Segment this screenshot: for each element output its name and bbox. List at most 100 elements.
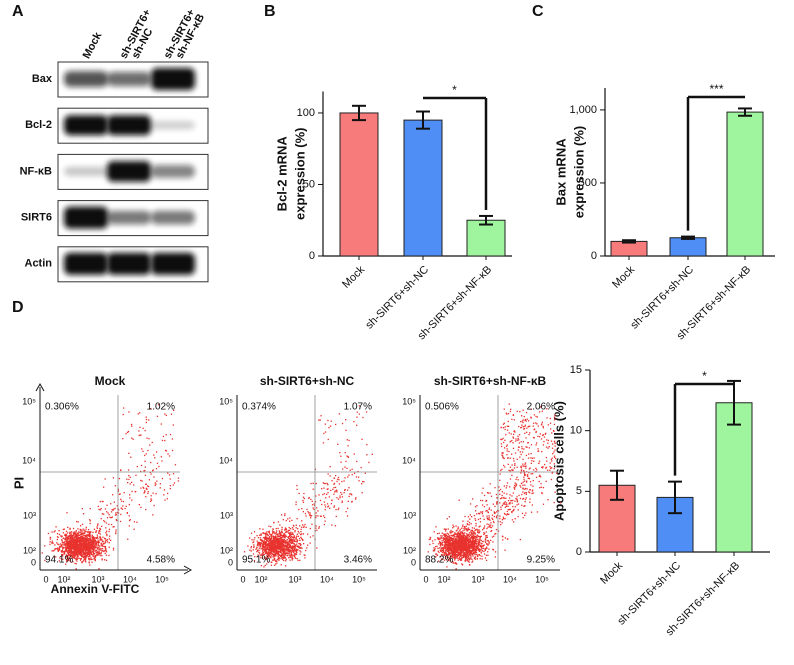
y-tick-label: 0 (228, 557, 233, 567)
event-dot (486, 515, 488, 517)
event-dot (82, 549, 85, 552)
event-dot (465, 556, 468, 558)
event-dot (292, 546, 295, 548)
event-dot (456, 556, 458, 558)
event-dot (455, 562, 457, 564)
event-dot (74, 539, 76, 541)
event-dot (462, 525, 464, 528)
event-dot (164, 413, 166, 415)
event-dot (538, 480, 540, 483)
x-tick-label: Mock (610, 263, 637, 290)
event-dot (80, 542, 82, 545)
event-dot (309, 514, 311, 517)
event-dot (75, 530, 77, 532)
event-dot (69, 550, 71, 552)
event-dot (84, 531, 86, 533)
event-dot (481, 550, 483, 552)
event-dot (258, 551, 260, 553)
event-dot (454, 548, 456, 550)
event-dot (150, 499, 153, 501)
event-dot (467, 520, 469, 522)
event-dot (468, 542, 470, 544)
event-dot (464, 541, 466, 543)
event-dot (454, 533, 457, 535)
event-dot (274, 536, 276, 538)
event-dot (67, 535, 69, 537)
event-dot (472, 548, 474, 550)
event-dot (145, 418, 148, 421)
event-dot (492, 541, 494, 543)
event-dot (75, 568, 77, 570)
event-dot (279, 537, 282, 539)
event-dot (154, 482, 156, 484)
event-dot (273, 557, 275, 559)
event-dot (92, 539, 94, 541)
event-dot (455, 541, 457, 543)
event-dot (265, 552, 267, 554)
event-dot (254, 556, 256, 558)
event-dot (488, 548, 490, 550)
event-dot (472, 540, 474, 542)
event-dot (280, 545, 282, 547)
event-dot (63, 546, 65, 549)
event-dot (454, 557, 456, 559)
event-dot (110, 511, 113, 513)
event-dot (74, 545, 76, 547)
event-dot (514, 488, 516, 490)
event-dot (268, 554, 270, 556)
event-dot (440, 543, 442, 545)
event-dot (98, 508, 100, 511)
event-dot (291, 527, 294, 529)
event-dot (282, 557, 284, 560)
event-dot (98, 547, 101, 549)
event-dot (327, 492, 329, 494)
event-dot (285, 545, 287, 547)
event-dot (277, 527, 279, 530)
event-dot (145, 453, 147, 455)
event-dot (456, 542, 458, 544)
event-dot (261, 541, 263, 543)
event-dot (295, 550, 297, 552)
event-dot (91, 538, 94, 540)
event-dot (64, 534, 66, 536)
event-dot (521, 512, 524, 514)
event-dot (80, 536, 82, 538)
event-dot (356, 424, 358, 426)
event-dot (457, 559, 459, 561)
event-dot (335, 423, 337, 426)
event-dot (299, 539, 301, 542)
event-dot (283, 541, 285, 543)
event-dot (71, 534, 74, 537)
event-dot (87, 538, 90, 540)
event-dot (335, 515, 337, 518)
event-dot (72, 561, 74, 563)
event-dot (285, 558, 287, 560)
x-tick-label: 0 (240, 574, 245, 584)
event-dot (89, 547, 91, 549)
event-dot (258, 552, 261, 554)
event-dot (49, 541, 51, 543)
event-dot (462, 556, 465, 558)
event-dot (74, 541, 76, 543)
event-dot (268, 543, 270, 545)
event-dot (140, 487, 142, 489)
event-dot (462, 549, 464, 551)
event-dot (104, 508, 107, 510)
event-dot (115, 532, 117, 535)
event-dot (471, 558, 473, 560)
event-dot (278, 548, 280, 551)
event-dot (76, 533, 78, 535)
event-dot (277, 558, 279, 560)
event-dot (126, 512, 128, 514)
event-dot (326, 488, 328, 490)
event-dot (104, 559, 106, 561)
event-dot (466, 550, 469, 552)
event-dot (275, 536, 277, 538)
event-dot (61, 544, 63, 546)
event-dot (285, 552, 287, 554)
event-dot (94, 544, 96, 546)
event-dot (71, 539, 73, 541)
event-dot (511, 495, 513, 497)
event-dot (93, 548, 96, 550)
event-dot (272, 532, 274, 534)
